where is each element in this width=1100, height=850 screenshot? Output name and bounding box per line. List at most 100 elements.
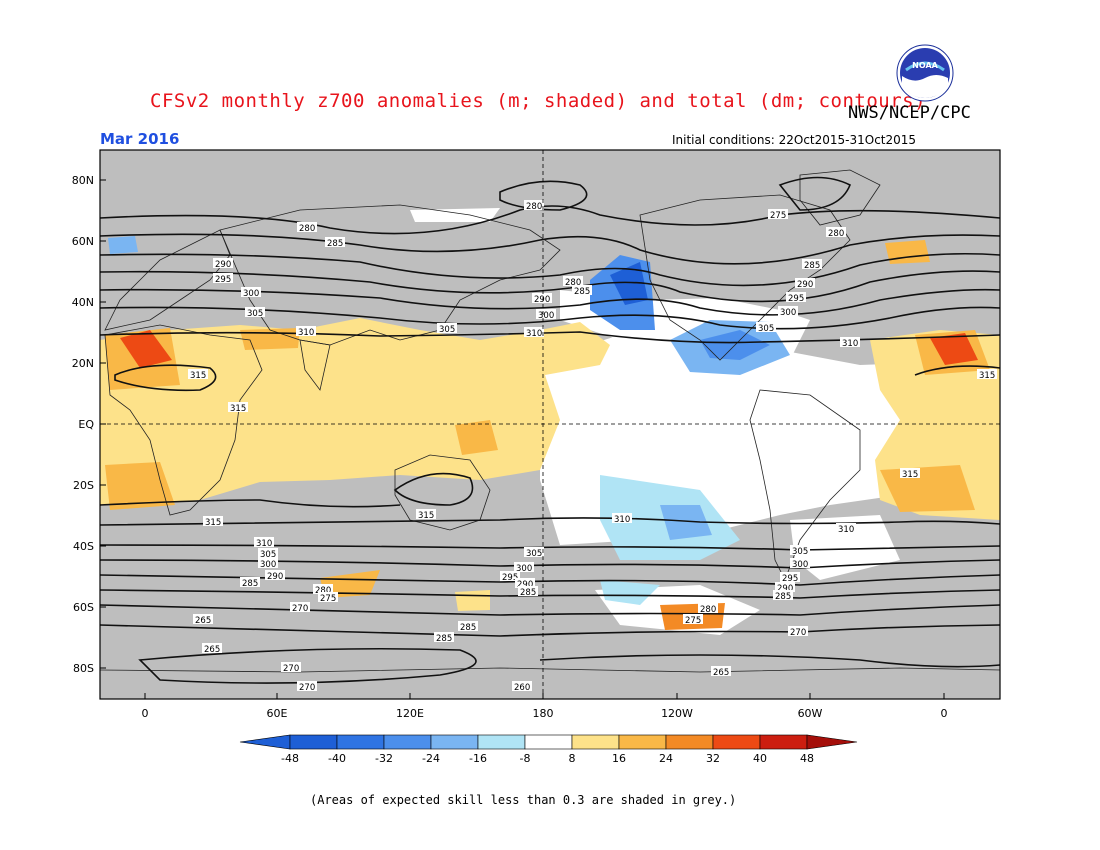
contour-265-south (100, 624, 1000, 637)
contour-label: 295 (782, 574, 798, 584)
contour-label: 315 (418, 511, 434, 521)
contour-label: 300 (538, 311, 554, 321)
contour-label-group: 280 285 290 295 300 305 310 315 280 275 … (188, 200, 997, 693)
contour-label: 290 (797, 280, 813, 290)
contour-label: 315 (902, 470, 918, 480)
colorbar-segment (571, 734, 620, 750)
contour-label: 290 (517, 580, 533, 590)
colorbar-segment (336, 734, 385, 750)
positive-anomaly-maritime (455, 420, 498, 455)
noaa-logo: NOAA (896, 44, 954, 102)
org-label: NWS/NCEP/CPC (848, 103, 971, 123)
contour-315-africa (114, 364, 217, 392)
colorbar-label: -40 (328, 752, 346, 765)
coastline-greenland (799, 169, 881, 226)
lon-label: 60E (267, 707, 288, 720)
lon-label: 120E (396, 707, 424, 720)
contour-label: 285 (242, 579, 258, 589)
contour-label: 310 (526, 329, 542, 339)
skill-footnote: (Areas of expected skill less than 0.3 a… (310, 793, 737, 807)
contour-265-antarctic (539, 654, 1000, 668)
lon-labels: 0 60E 120E 180 120W 60W 0 (142, 707, 948, 720)
contour-label: 315 (979, 371, 995, 381)
contour-295-north (100, 270, 1000, 303)
colorbar-label: -32 (375, 752, 393, 765)
chart-title: CFSv2 monthly z700 anomalies (m; shaded)… (150, 90, 927, 112)
contour-label: 300 (243, 289, 259, 299)
contour-label: 295 (502, 573, 518, 583)
lat-label: 20S (73, 479, 94, 492)
contour-275-greenland (778, 176, 852, 211)
contour-label: 305 (792, 547, 808, 557)
contour-label: 280 (828, 229, 844, 239)
contour-label: 290 (777, 584, 793, 594)
lon-label: 180 (533, 707, 554, 720)
contour-305-north (100, 306, 1000, 330)
coastline-north-america (639, 194, 851, 361)
colorbar-segment (477, 734, 526, 750)
lat-label: 20N (72, 357, 94, 370)
negative-anomaly-southeast-pacific-core (660, 505, 712, 540)
contour-label: 280 (299, 224, 315, 234)
contour-label: 305 (439, 325, 455, 335)
coastline-asia (219, 204, 561, 346)
contour-label: 285 (520, 588, 536, 598)
contour-label: 265 (204, 645, 220, 655)
negative-anomaly-europe (108, 236, 138, 254)
positive-anomaly-32-sahara (120, 330, 172, 368)
colorbar-label: 8 (569, 752, 576, 765)
contour-label: 300 (780, 308, 796, 318)
colorbar-segment (665, 734, 714, 750)
colorbar-label: 40 (753, 752, 767, 765)
positive-anomaly-south-africa (105, 462, 175, 510)
colorbar-segment (618, 734, 667, 750)
contour-label: 315 (190, 371, 206, 381)
contour-270-south (138, 647, 477, 684)
contour-label: 310 (298, 328, 314, 338)
colorbar-segment (712, 734, 761, 750)
contour-290-north (100, 252, 1000, 287)
coastline-india (299, 339, 331, 391)
contour-label: 300 (260, 560, 276, 570)
contour-label: 270 (283, 664, 299, 674)
contour-label: 270 (790, 628, 806, 638)
positive-anomaly-greenland (885, 240, 930, 264)
contour-label: 295 (215, 275, 231, 285)
lon-label: 120W (661, 707, 693, 720)
lat-label: 80N (72, 174, 94, 187)
contour-310-south (100, 517, 1000, 526)
colorbar-label: 32 (706, 752, 720, 765)
contour-label: 290 (267, 572, 283, 582)
contour-label: 260 (514, 683, 530, 693)
lat-labels: 80N 60N 40N 20N EQ 20S 40S 60S 80S (72, 174, 95, 675)
lat-label: 40N (72, 296, 94, 309)
colorbar-label: -48 (281, 752, 299, 765)
contour-label: 295 (788, 294, 804, 304)
contour-label: 310 (256, 539, 272, 549)
contour-label: 285 (436, 634, 452, 644)
contour-label: 265 (195, 616, 211, 626)
colorbar-label: 24 (659, 752, 673, 765)
contour-275-south (100, 604, 1000, 616)
lat-label: 80S (73, 662, 94, 675)
contour-280-arctic-loop (499, 180, 588, 211)
contour-300-north (100, 288, 1000, 316)
lon-label: 0 (941, 707, 948, 720)
lon-label: 60W (798, 707, 823, 720)
negative-anomaly-southern-ocean-pacific (600, 580, 660, 605)
contour-label: 310 (614, 515, 630, 525)
contour-315-australia (393, 472, 474, 506)
positive-anomaly-tropical-belt (100, 318, 610, 505)
contour-label: 305 (758, 324, 774, 334)
contour-label: 275 (770, 211, 786, 221)
lon-label: 0 (142, 707, 149, 720)
contour-label: 305 (247, 309, 263, 319)
contour-label: 285 (804, 261, 820, 271)
contour-label: 270 (292, 604, 308, 614)
lat-label: EQ (78, 418, 94, 431)
colorbar-segment (289, 734, 338, 750)
colorbar (239, 734, 858, 750)
colorbar-segment (759, 734, 808, 750)
colorbar-label: 16 (612, 752, 626, 765)
